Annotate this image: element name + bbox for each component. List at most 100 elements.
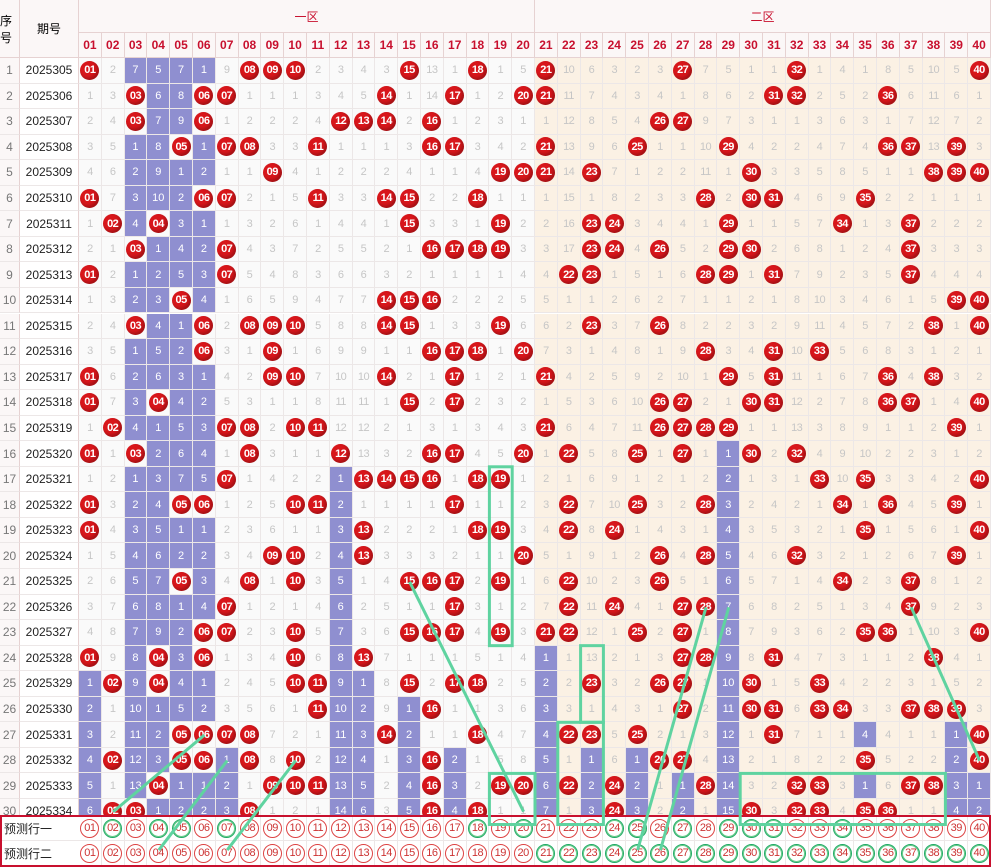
column-header[interactable]: 23: [580, 33, 604, 58]
prediction-circle[interactable]: 18: [467, 818, 487, 838]
prediction-cell[interactable]: 31: [763, 841, 786, 866]
column-header[interactable]: 22: [557, 33, 581, 58]
prediction-circle[interactable]: 17: [445, 843, 465, 863]
prediction-cell[interactable]: 29: [717, 816, 741, 841]
prediction-circle[interactable]: 21: [536, 818, 556, 838]
prediction-cell[interactable]: 37: [899, 841, 923, 866]
prediction-cell[interactable]: 27: [671, 841, 695, 866]
prediction-circle[interactable]: 05: [171, 843, 191, 863]
prediction-cell[interactable]: 30: [740, 841, 763, 866]
prediction-cell[interactable]: 22: [557, 841, 581, 866]
column-header[interactable]: 27: [671, 33, 695, 58]
prediction-circle[interactable]: 36: [878, 818, 898, 838]
prediction-circle[interactable]: 11: [308, 843, 328, 863]
prediction-circle[interactable]: 30: [741, 843, 761, 863]
prediction-cell[interactable]: 34: [831, 841, 855, 866]
prediction-circle[interactable]: 22: [559, 843, 579, 863]
prediction-circle[interactable]: 26: [650, 818, 670, 838]
prediction-cell[interactable]: 12: [329, 816, 353, 841]
prediction-cell[interactable]: 35: [854, 816, 877, 841]
prediction-circle[interactable]: 15: [399, 843, 419, 863]
prediction-cell[interactable]: 04: [147, 841, 171, 866]
column-header[interactable]: 26: [649, 33, 672, 58]
prediction-cell[interactable]: 13: [352, 816, 376, 841]
prediction-circle[interactable]: 28: [695, 843, 715, 863]
prediction-cell[interactable]: 33: [808, 816, 832, 841]
prediction-circle[interactable]: 27: [673, 843, 693, 863]
prediction-cell[interactable]: 14: [375, 816, 399, 841]
column-header[interactable]: 39: [945, 33, 969, 58]
column-header[interactable]: 14: [375, 33, 399, 58]
prediction-circle[interactable]: 07: [217, 818, 237, 838]
prediction-cell[interactable]: 18: [466, 841, 490, 866]
prediction-circle[interactable]: 31: [764, 818, 784, 838]
prediction-circle[interactable]: 06: [194, 818, 214, 838]
prediction-circle[interactable]: 02: [103, 818, 123, 838]
prediction-circle[interactable]: 23: [581, 818, 601, 838]
prediction-cell[interactable]: 08: [238, 816, 262, 841]
prediction-circle[interactable]: 30: [741, 818, 761, 838]
prediction-cell[interactable]: 20: [512, 816, 535, 841]
prediction-circle[interactable]: 14: [376, 843, 396, 863]
prediction-circle[interactable]: 25: [627, 843, 647, 863]
prediction-cell[interactable]: 18: [466, 816, 490, 841]
column-header[interactable]: 25: [626, 33, 649, 58]
prediction-cell[interactable]: 09: [261, 841, 285, 866]
prediction-cell[interactable]: 28: [694, 816, 718, 841]
prediction-cell[interactable]: 03: [124, 816, 148, 841]
prediction-circle[interactable]: 09: [262, 818, 282, 838]
column-header[interactable]: 33: [808, 33, 832, 58]
prediction-cell[interactable]: 07: [215, 816, 239, 841]
prediction-circle[interactable]: 10: [285, 843, 305, 863]
column-header[interactable]: 04: [147, 33, 171, 58]
prediction-cell[interactable]: 26: [649, 816, 672, 841]
prediction-circle[interactable]: 37: [901, 818, 921, 838]
prediction-circle[interactable]: 06: [194, 843, 214, 863]
prediction-circle[interactable]: 18: [467, 843, 487, 863]
prediction-circle[interactable]: 32: [787, 818, 807, 838]
prediction-circle[interactable]: 29: [718, 843, 738, 863]
prediction-circle[interactable]: 37: [901, 843, 921, 863]
prediction-circle[interactable]: 21: [536, 843, 556, 863]
prediction-circle[interactable]: 19: [490, 843, 510, 863]
prediction-circle[interactable]: 22: [559, 818, 579, 838]
prediction-cell[interactable]: 10: [284, 816, 307, 841]
prediction-cell[interactable]: 23: [580, 816, 604, 841]
prediction-cell[interactable]: 37: [899, 816, 923, 841]
prediction-circle[interactable]: 04: [148, 818, 168, 838]
prediction-circle[interactable]: 10: [285, 818, 305, 838]
column-header[interactable]: 31: [763, 33, 786, 58]
column-header[interactable]: 40: [968, 33, 991, 58]
column-header[interactable]: 05: [170, 33, 193, 58]
prediction-cell[interactable]: 23: [580, 841, 604, 866]
column-header[interactable]: 10: [284, 33, 307, 58]
prediction-circle[interactable]: 33: [809, 818, 829, 838]
prediction-cell[interactable]: 04: [147, 816, 171, 841]
prediction-circle[interactable]: 02: [103, 843, 123, 863]
prediction-cell[interactable]: 24: [603, 841, 627, 866]
prediction-circle[interactable]: 20: [513, 818, 533, 838]
prediction-cell[interactable]: 11: [307, 841, 330, 866]
prediction-circle[interactable]: 08: [239, 843, 259, 863]
prediction-cell[interactable]: 25: [626, 841, 649, 866]
column-header[interactable]: 01: [79, 33, 102, 58]
prediction-cell[interactable]: 17: [443, 816, 467, 841]
prediction-cell[interactable]: 24: [603, 816, 627, 841]
prediction-circle[interactable]: 27: [673, 818, 693, 838]
prediction-circle[interactable]: 12: [331, 818, 351, 838]
column-header[interactable]: 32: [785, 33, 809, 58]
prediction-cell[interactable]: 20: [512, 841, 535, 866]
column-header[interactable]: 38: [922, 33, 946, 58]
prediction-circle[interactable]: 33: [809, 843, 829, 863]
prediction-circle[interactable]: 38: [923, 843, 943, 863]
prediction-cell[interactable]: 08: [238, 841, 262, 866]
column-header[interactable]: 07: [215, 33, 239, 58]
column-header[interactable]: 35: [854, 33, 877, 58]
prediction-cell[interactable]: 05: [170, 816, 193, 841]
prediction-cell[interactable]: 19: [489, 816, 513, 841]
prediction-cell[interactable]: 15: [398, 816, 421, 841]
prediction-circle[interactable]: 23: [581, 843, 601, 863]
prediction-cell[interactable]: 38: [922, 816, 946, 841]
prediction-circle[interactable]: 31: [764, 843, 784, 863]
prediction-cell[interactable]: 01: [79, 816, 102, 841]
